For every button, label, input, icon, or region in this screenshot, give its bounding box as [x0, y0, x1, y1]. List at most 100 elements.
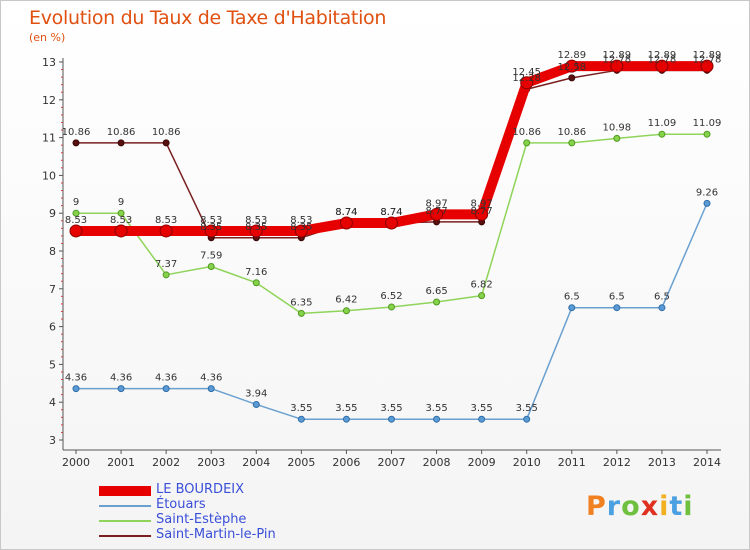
data-point [388, 415, 395, 423]
logo-letter: P [586, 491, 607, 522]
labels-le-bourdeix: 8.53 8.53 8.53 8.53 8.53 8.53 8.74 8.74 8.97 8.97… [65, 50, 721, 226]
data-label: 12.78 [693, 54, 722, 65]
data-label: 6.42 [335, 295, 357, 306]
data-labels: 10.86 10.86 10.868.35 8.35 8.358.74 8.74 8.77 8… [62, 50, 722, 414]
data-point [117, 139, 125, 147]
data-label: 6.5 [564, 292, 580, 303]
legend-label: LE BOURDEIX [156, 482, 245, 497]
logo-letter: t [669, 491, 684, 522]
data-label: 10.98 [603, 122, 632, 133]
x-tick-label: 2014 [693, 456, 721, 469]
y-unit-label: (en %) [29, 31, 66, 44]
data-point [433, 415, 441, 423]
data-label: 3.55 [516, 403, 538, 414]
data-point [613, 134, 621, 142]
y-tick-label: 9 [49, 207, 56, 220]
data-label: 4.36 [155, 373, 177, 384]
y-tick-label: 10 [42, 169, 56, 182]
data-point [162, 271, 170, 279]
data-point [388, 303, 395, 311]
x-tick-label: 2005 [287, 456, 315, 469]
data-point [72, 139, 80, 147]
x-tick-label: 2008 [423, 456, 451, 469]
data-point [69, 224, 83, 238]
data-label: 3.55 [335, 403, 357, 414]
logo-letter: r [606, 491, 622, 522]
data-label: 6.52 [380, 291, 402, 302]
data-label: 7.16 [245, 267, 267, 278]
data-label: 12.45 [512, 67, 541, 78]
data-point [159, 224, 173, 238]
y-tick-label: 8 [49, 245, 56, 258]
data-label: 3.55 [425, 403, 447, 414]
data-point [703, 199, 711, 207]
data-point [385, 216, 398, 230]
data-point [568, 304, 576, 312]
data-label: 6.5 [609, 292, 625, 303]
data-label: 8.53 [200, 215, 222, 226]
data-label: 8.53 [65, 215, 87, 226]
data-label: 8.74 [335, 207, 357, 218]
series-le-bourdeix [69, 59, 714, 238]
data-point [207, 385, 215, 393]
data-point [613, 304, 621, 312]
x-tick-label: 2003 [197, 456, 225, 469]
y-tick-label: 3 [49, 434, 56, 447]
data-label: 7.59 [200, 250, 222, 261]
logo-letter: x [640, 491, 660, 522]
series-saint-estephe [72, 130, 711, 317]
data-point [523, 139, 531, 147]
data-point [339, 216, 353, 230]
data-point [475, 207, 489, 221]
legend-label: Étouars [156, 497, 206, 512]
data-label: 6.35 [290, 297, 312, 308]
x-tick-label: 2010 [513, 456, 541, 469]
data-point [207, 262, 215, 270]
data-label: 10.86 [62, 127, 91, 138]
data-label: 11.09 [648, 118, 677, 129]
data-point [658, 130, 666, 138]
data-label: 8.35 [290, 222, 312, 233]
y-tick-label: 12 [42, 94, 56, 107]
data-point [478, 415, 486, 423]
data-point [297, 309, 305, 317]
x-tick-label: 2006 [332, 456, 360, 469]
data-label: 12.58 [557, 62, 586, 73]
data-label: 8.53 [245, 215, 267, 226]
data-label: 8.53 [290, 215, 312, 226]
data-point [117, 209, 125, 217]
x-tick-label: 2007 [378, 456, 406, 469]
y-tick-label: 4 [49, 396, 56, 409]
data-point [249, 224, 263, 238]
data-label: 12.89 [557, 50, 586, 61]
data-point [655, 59, 669, 73]
data-label: 8.35 [200, 222, 222, 233]
data-point [162, 385, 170, 393]
data-point [204, 224, 218, 238]
data-point [297, 415, 305, 423]
x-tick-label: 2012 [603, 456, 631, 469]
data-label: 8.77 [471, 206, 493, 217]
x-tick-label: 2001 [107, 456, 135, 469]
data-point [478, 292, 486, 300]
legend-swatch [99, 486, 151, 496]
data-label: 12.28 [512, 73, 541, 84]
data-point [568, 74, 576, 82]
data-point [610, 59, 624, 73]
data-label: 9 [73, 197, 79, 208]
data-label: 8.97 [425, 198, 447, 209]
data-label: 10.86 [152, 127, 181, 138]
data-label: 12.89 [603, 50, 632, 61]
data-point [568, 139, 576, 147]
data-point [252, 279, 260, 287]
y-tick-label: 5 [49, 358, 56, 371]
proxiti-logo: Proxiti [586, 491, 694, 522]
data-label: 6.65 [425, 286, 447, 297]
data-point [523, 415, 531, 423]
legend-label: Saint-Estèphe [156, 512, 247, 527]
data-point [294, 224, 308, 238]
data-point [433, 298, 441, 306]
data-label: 8.74 [335, 207, 357, 218]
labels-etouars: 4.36 4.36 4.36 4.36 3.94 3.55 3.55 3.55 3.55 3.55… [65, 187, 718, 414]
